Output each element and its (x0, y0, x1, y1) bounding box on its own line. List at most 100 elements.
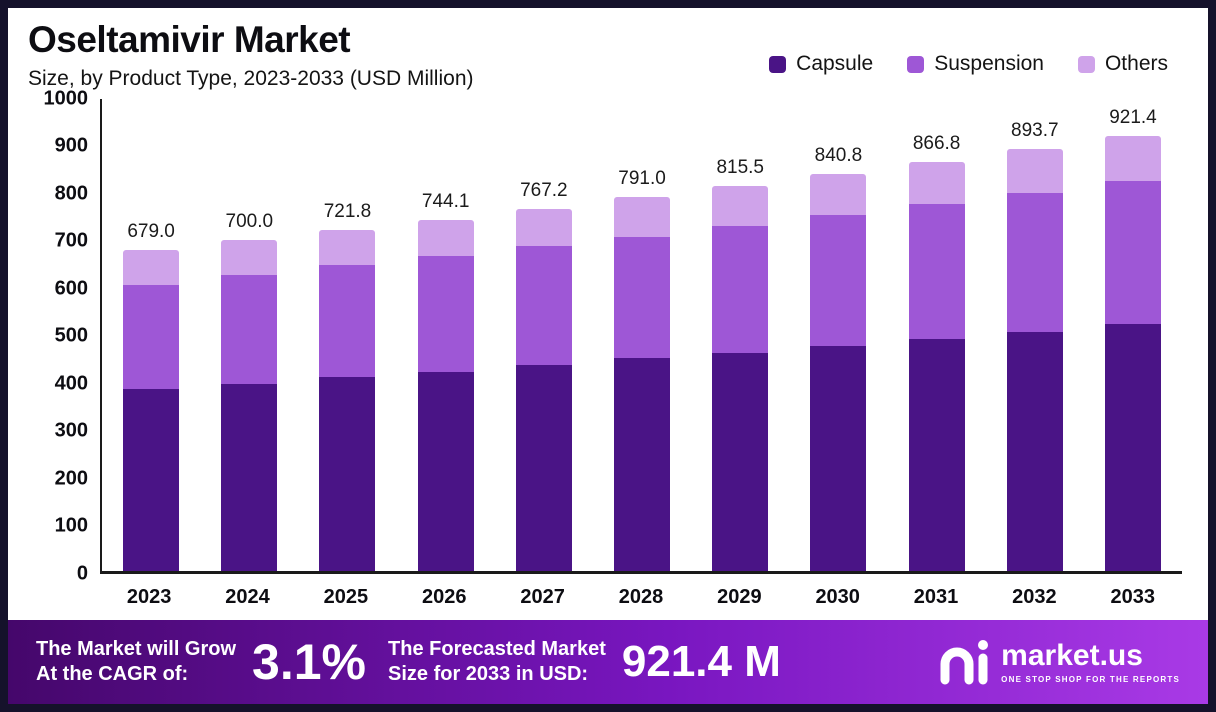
x-axis-label-2032: 2032 (1012, 585, 1057, 608)
legend: Capsule Suspension Others (769, 52, 1168, 76)
forecast-label: The Forecasted Market Size for 2033 in U… (388, 637, 606, 687)
bar-total-label: 893.7 (1011, 119, 1059, 141)
x-axis-label-2027: 2027 (520, 585, 565, 608)
bar-column-2030: 840.8 (789, 99, 887, 571)
bar-segment-others-2030 (810, 173, 867, 215)
forecast-label-line1: The Forecasted Market (388, 638, 606, 660)
bar-column-2024: 700.0 (200, 99, 298, 571)
legend-item-others: Others (1077, 52, 1168, 76)
bar-segment-capsule-2024 (221, 383, 278, 571)
page-subtitle: Size, by Product Type, 2023-2033 (USD Mi… (28, 66, 474, 90)
brand-block: market.us ONE STOP SHOP FOR THE REPORTS (935, 639, 1180, 685)
legend-label-others: Others (1104, 52, 1168, 75)
cagr-label: The Market will Grow At the CAGR of: (36, 637, 236, 687)
legend-item-suspension: Suspension (907, 52, 1044, 76)
y-tick-label: 0 (76, 562, 88, 585)
x-axis-label-2028: 2028 (618, 585, 664, 608)
bar-total-label: 679.0 (127, 221, 175, 243)
bar-column-2027: 767.2 (495, 99, 593, 571)
bar-segment-suspension-2025 (319, 265, 376, 378)
x-axis-label-2029: 2029 (717, 585, 762, 608)
bar-segment-capsule-2032 (1006, 331, 1063, 571)
forecast-value: 921.4 M (621, 637, 781, 686)
bar-column-2029: 815.5 (691, 99, 789, 571)
y-tick-label: 600 (54, 277, 88, 300)
cagr-label-line1: The Market will Grow (36, 638, 237, 660)
bar-segment-suspension-2030 (810, 214, 867, 346)
bar-segment-others-2027 (515, 208, 572, 247)
bar-segment-capsule-2027 (515, 365, 572, 571)
legend-item-capsule: Capsule (769, 52, 873, 76)
x-axis-label-2030: 2030 (815, 585, 860, 608)
footer-banner: The Market will Grow At the CAGR of: 3.1… (8, 620, 1208, 704)
bar-segment-capsule-2023 (123, 389, 180, 571)
y-tick-label: 1000 (43, 87, 89, 110)
forecast-label-line2: Size for 2033 in USD: (388, 663, 589, 685)
y-tick-label: 500 (54, 324, 88, 347)
bar-segment-suspension-2024 (221, 275, 278, 384)
header: Oseltamivir Market Size, by Product Type… (28, 19, 1182, 91)
y-tick-label: 700 (54, 229, 88, 252)
legend-swatch-suspension (907, 55, 925, 73)
chart-row: 0 100 200 300 400 500 600 700 800 900 1000 679.0 70… (28, 87, 1182, 585)
bar-column-2025: 721.8 (298, 99, 396, 571)
cagr-value: 3.1% (252, 634, 367, 690)
bar-segment-others-2028 (614, 197, 671, 237)
y-tick-label: 400 (54, 372, 88, 395)
brand-tagline: ONE STOP SHOP FOR THE REPORTS (1001, 674, 1180, 684)
bar-segment-capsule-2029 (712, 352, 769, 571)
bar-total-label: 840.8 (814, 144, 863, 166)
bar-total-label: 744.1 (421, 190, 470, 212)
bar-column-2028: 791.0 (593, 99, 691, 571)
bar-segment-capsule-2026 (417, 371, 474, 571)
bar-total-label: 921.4 (1109, 106, 1157, 128)
bar-segment-suspension-2031 (908, 203, 965, 339)
y-axis: 0 100 200 300 400 500 600 700 800 900 1000 (28, 87, 100, 584)
x-axis-label-2033: 2033 (1110, 585, 1156, 608)
bar-segment-suspension-2028 (614, 236, 671, 359)
brand-text: market.us ONE STOP SHOP FOR THE REPORTS (1001, 638, 1180, 684)
bar-segment-others-2033 (1104, 135, 1161, 182)
cagr-label-line2: At the CAGR of: (36, 663, 189, 685)
x-axis-label-2031: 2031 (913, 585, 959, 608)
bar-segment-capsule-2031 (908, 338, 965, 571)
bar-total-label: 767.2 (520, 179, 568, 201)
bar-total-label: 791.0 (618, 168, 666, 190)
bar-segment-capsule-2028 (614, 358, 671, 571)
bar-column-2026: 744.1 (397, 99, 495, 571)
bar-segment-others-2023 (123, 250, 180, 286)
bar-segment-others-2031 (908, 161, 965, 204)
y-tick-label: 800 (54, 182, 88, 205)
bar-segment-capsule-2033 (1104, 324, 1161, 571)
brand-name: market.us (1001, 638, 1143, 672)
legend-swatch-others (1077, 55, 1095, 73)
bar-segment-suspension-2023 (123, 285, 180, 390)
x-axis-label-2023: 2023 (126, 585, 172, 608)
market-us-logo-icon (940, 640, 989, 685)
x-axis-label-2026: 2026 (422, 585, 467, 608)
bar-column-2033: 921.4 (1084, 99, 1182, 571)
bar-segment-suspension-2029 (712, 226, 769, 353)
bar-segment-suspension-2033 (1104, 181, 1161, 325)
bar-column-2031: 866.8 (888, 99, 986, 571)
y-tick-label: 100 (54, 514, 88, 537)
bar-segment-capsule-2030 (810, 345, 867, 571)
y-tick-label: 200 (54, 467, 88, 490)
y-tick-label: 300 (54, 419, 88, 442)
legend-swatch-capsule (769, 55, 787, 73)
x-axis-labels: 2023 2024 2025 2026 2027 2028 2029 2030 2031 2032… (100, 574, 1182, 620)
bar-segment-suspension-2026 (417, 255, 474, 372)
y-tick-label: 900 (54, 134, 88, 157)
plot-area: 679.0 700.0 721.8 744.1 767.2 791.0 815.5 840.8… (100, 98, 1182, 574)
bar-segment-others-2024 (221, 240, 278, 276)
bars-container: 679.0 700.0 721.8 744.1 767.2 791.0 815.5 840.8… (102, 99, 1182, 571)
bar-total-label: 866.8 (912, 132, 961, 154)
bar-segment-others-2025 (319, 230, 376, 266)
chart-panel: Oseltamivir Market Size, by Product Type… (8, 8, 1208, 620)
page-title: Oseltamivir Market (28, 19, 351, 60)
y-axis-spacer (28, 574, 100, 620)
x-axis-label-2025: 2025 (323, 585, 369, 608)
x-axis: 2023 2024 2025 2026 2027 2028 2029 2030 2031 2032… (28, 574, 1182, 620)
title-block: Oseltamivir Market Size, by Product Type… (28, 19, 474, 91)
